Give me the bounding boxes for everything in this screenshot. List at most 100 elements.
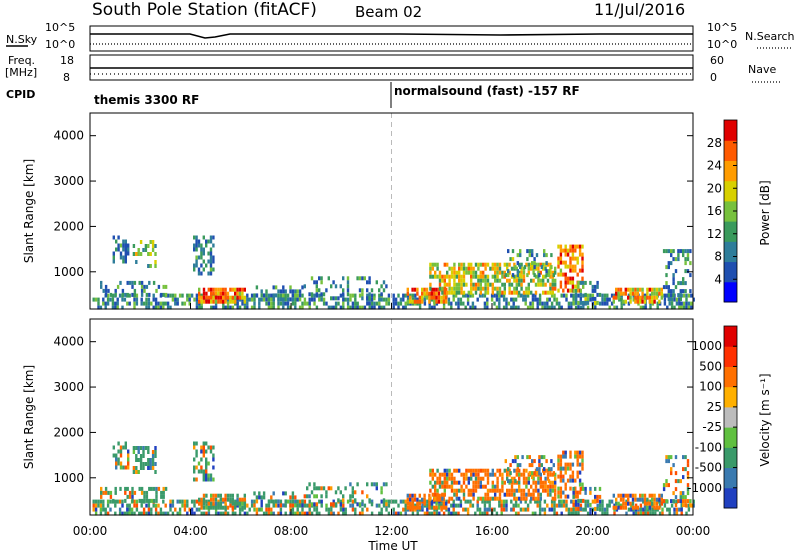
data-cell (286, 499, 290, 504)
data-cell (455, 274, 458, 279)
data-cell (509, 479, 512, 484)
data-cell (594, 305, 597, 310)
data-cell (566, 264, 570, 269)
data-cell (598, 507, 602, 512)
data-cell (642, 305, 645, 310)
data-cell (434, 496, 437, 501)
data-cell (658, 299, 661, 304)
data-cell (589, 490, 592, 495)
data-cell (603, 507, 607, 512)
data-cell (418, 295, 421, 300)
data-cell (209, 267, 213, 272)
data-cell (525, 492, 528, 497)
data-cell (441, 286, 444, 291)
data-cell (601, 507, 604, 512)
data-cell (544, 484, 547, 489)
data-cell (428, 295, 431, 300)
data-cell (598, 486, 602, 491)
data-cell (370, 301, 374, 306)
data-cell (274, 499, 278, 504)
data-cell (682, 301, 686, 306)
data-cell (562, 288, 565, 293)
data-cell (483, 305, 487, 310)
data-cell (277, 499, 280, 504)
data-cell (378, 301, 381, 306)
data-cell (559, 244, 563, 249)
data-cell (569, 248, 572, 253)
data-cell (267, 507, 271, 512)
data-cell (332, 280, 335, 285)
data-cell (639, 507, 643, 512)
data-cell (518, 278, 521, 283)
data-cell (207, 239, 210, 244)
colorbar-tick-label: 4 (714, 272, 722, 286)
colorbar-frame (723, 325, 738, 509)
data-cell (558, 503, 561, 508)
data-cell (142, 450, 145, 454)
data-cell (142, 507, 146, 512)
data-cell (186, 293, 189, 298)
data-cell (342, 507, 345, 512)
data-cell (564, 244, 567, 249)
data-cell (132, 252, 136, 256)
data-cell (549, 488, 552, 493)
data-cell (678, 305, 681, 310)
data-cell (306, 503, 309, 508)
data-cell (243, 305, 247, 310)
data-cell (548, 297, 551, 302)
data-cell (498, 468, 502, 473)
data-cell (277, 305, 280, 310)
data-cell (116, 301, 119, 306)
data-cell (649, 293, 652, 298)
data-cell (152, 503, 155, 508)
data-cell (139, 446, 143, 450)
data-cell (373, 305, 376, 310)
data-cell (453, 476, 456, 481)
data-cell (147, 446, 150, 450)
data-cell (115, 461, 118, 466)
data-cell (195, 441, 198, 446)
data-cell (620, 297, 623, 302)
data-cell (176, 511, 179, 516)
data-cell (279, 499, 283, 504)
data-cell (157, 284, 161, 289)
data-cell (140, 297, 143, 302)
data-cell (429, 480, 432, 485)
data-cell (581, 454, 584, 459)
data-cell (332, 499, 335, 504)
colorbar-tick-label: -100 (695, 440, 722, 454)
data-cell (296, 503, 299, 508)
data-cell (142, 511, 146, 516)
data-cell (174, 293, 177, 298)
data-cell (193, 511, 196, 516)
data-cell (648, 505, 651, 510)
data-cell (515, 496, 518, 501)
data-cell (486, 472, 490, 477)
data-cell (667, 285, 670, 290)
data-cell (209, 239, 213, 244)
data-cell (404, 511, 407, 516)
data-cell (557, 288, 560, 293)
data-cell (267, 293, 271, 298)
data-cell (686, 463, 690, 468)
data-cell (477, 496, 480, 501)
data-cell (411, 501, 414, 506)
data-cell (524, 499, 527, 504)
data-cell (150, 511, 153, 516)
data-cell (224, 497, 227, 502)
data-cell (438, 270, 442, 275)
data-cell (557, 244, 560, 249)
data-cell (433, 511, 436, 516)
data-cell (224, 287, 227, 292)
data-cell (596, 292, 599, 297)
data-cell (128, 490, 132, 495)
data-cell (634, 287, 637, 292)
data-cell (438, 472, 442, 477)
data-cell (666, 305, 669, 310)
data-cell (441, 484, 444, 489)
data-cell (202, 449, 205, 454)
data-cell (565, 297, 568, 302)
data-cell (574, 511, 578, 516)
data-cell (200, 263, 203, 268)
